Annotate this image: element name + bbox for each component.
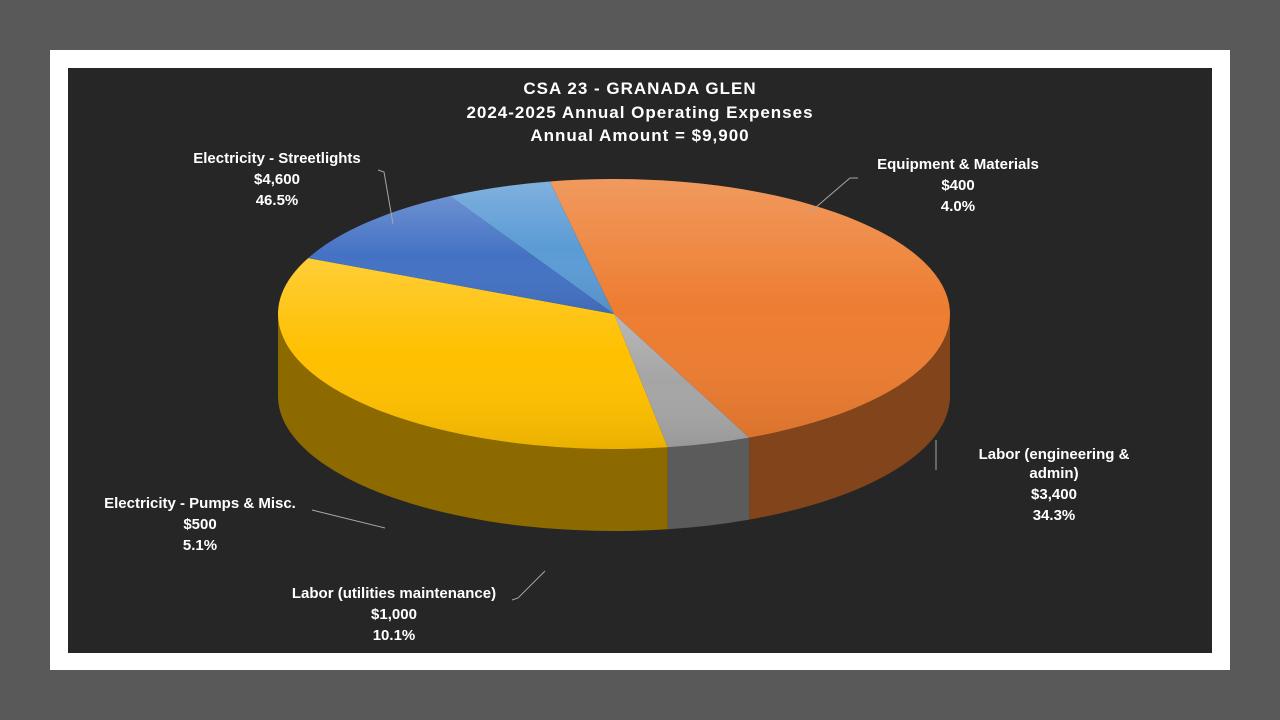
pie-slice-labor-engineering-admin-highlight [278,258,668,449]
leader-line-electricity-streetlights [377,169,394,225]
slice-label-name: Labor (engineering & admin) [979,446,1130,482]
slice-label-electricity-pumps: Electricity - Pumps & Misc. $500 5.1% [104,495,296,554]
slice-label-percent: 10.1% [373,627,416,644]
chart-title-line-3: Annual Amount = $9,900 [530,126,749,145]
slice-label-labor-utilities: Labor (utilities maintenance) $1,000 10.… [292,585,496,644]
slice-label-value: $3,400 [1031,486,1077,503]
slice-label-value: $4,600 [254,171,300,188]
slice-label-name: Labor (utilities maintenance) [292,585,496,602]
slice-label-labor-engineering: Labor (engineering & admin) $3,400 34.3% [979,446,1130,524]
pie-slice-equipment-materials-side [667,437,750,530]
slice-label-name: Electricity - Streetlights [193,150,361,167]
slice-label-percent: 34.3% [1033,507,1076,524]
leader-line-labor-utilities [511,570,546,601]
pie-slice-equipment-materials-highlight [614,314,750,448]
slice-label-value: $1,000 [371,606,417,623]
slice-label-percent: 4.0% [941,198,975,215]
chart-title-line-2: 2024-2025 Annual Operating Expenses [466,103,813,122]
slice-label-value: $500 [183,516,216,533]
pie-slice-electricity-pumps-misc-highlight [450,181,614,314]
chart-title: CSA 23 - GRANADA GLEN 2024-2025 Annual O… [466,79,813,145]
slice-label-name: Equipment & Materials [877,156,1039,173]
pie-side-walls [278,314,950,531]
slice-label-name: Electricity - Pumps & Misc. [104,495,296,512]
leader-lines [311,169,937,601]
leader-line-electricity-pumps [311,509,386,529]
pie-slice-labor-utilities-maintenance-highlight [308,196,614,314]
slice-label-equipment-materials: Equipment & Materials $400 4.0% [877,156,1039,215]
slice-label-percent: 46.5% [256,192,299,209]
pie-slices [278,179,950,449]
pie-slice-electricity-streetlights-side [749,314,950,520]
slice-label-electricity-streetlights: Electricity - Streetlights $4,600 46.5% [193,150,361,209]
chart-title-line-1: CSA 23 - GRANADA GLEN [523,79,756,98]
slice-label-value: $400 [941,177,974,194]
slice-label-percent: 5.1% [183,537,217,554]
pie-slice-labor-engineering-admin-side [278,314,668,531]
leader-line-equipment-materials [807,177,858,215]
pie-slice-electricity-streetlights-highlight [549,179,950,438]
